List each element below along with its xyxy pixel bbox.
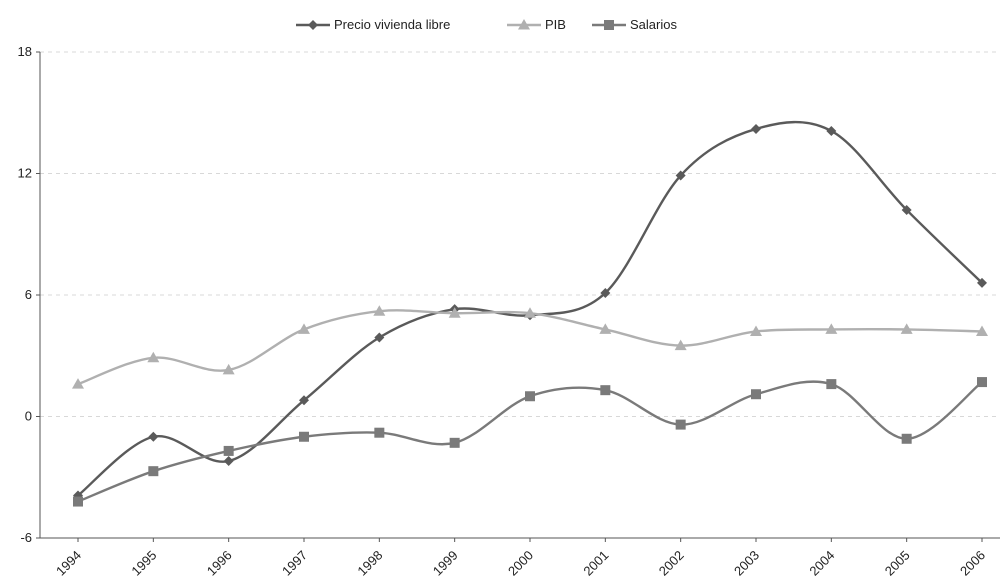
x-tick-label: 2001 [580, 548, 611, 579]
series-2-point [223, 445, 234, 456]
series-markers [72, 123, 988, 507]
x-tick-label: 2003 [731, 548, 762, 579]
x-tick-label: 2004 [806, 548, 837, 579]
x-tick-label: 1995 [128, 548, 159, 579]
series-2-point [73, 496, 83, 507]
x-tick-label: 2006 [957, 548, 988, 579]
series-2-point [751, 389, 761, 400]
series-1-point [599, 323, 612, 334]
legend-marker-2 [604, 20, 614, 30]
legend-marker-0 [308, 20, 318, 30]
series-0-point [148, 431, 159, 442]
series-2-point [374, 427, 385, 438]
series-line-1 [76, 309, 984, 386]
x-tick-label: 1994 [53, 548, 84, 579]
series-0-point [901, 204, 912, 215]
x-tick-label: 1997 [279, 548, 310, 579]
series-1-point [72, 378, 84, 389]
series-1-point [825, 323, 838, 334]
y-tick-label: 18 [18, 44, 32, 59]
series-1-point [976, 325, 988, 336]
x-tick-label: 1999 [430, 548, 461, 579]
series-1-point [222, 363, 235, 375]
y-tick-label: 0 [25, 409, 32, 424]
series-2-point [525, 391, 535, 402]
series-1-point [674, 339, 687, 351]
legend-marker-1 [518, 19, 530, 30]
series-1-point [900, 323, 913, 334]
series-0-point [675, 170, 686, 181]
series-0-point [299, 395, 309, 406]
series-0-point [751, 123, 761, 134]
series-2-point [449, 437, 460, 448]
legend-label-1: PIB [545, 17, 566, 32]
y-tick-label: 12 [18, 166, 32, 181]
series-0-point [223, 456, 234, 467]
series-2-point [148, 466, 159, 477]
series-2-point [600, 385, 611, 396]
series-0-point [600, 287, 611, 298]
axes [36, 51, 1000, 542]
series-0-point [374, 332, 385, 343]
series-0-point [977, 277, 987, 288]
series-0-point [826, 125, 837, 136]
x-tick-label: 2005 [882, 548, 913, 579]
legend: Precio vivienda libre PIB Salarios [296, 17, 677, 32]
series-2-point [977, 377, 987, 388]
x-tick-label: 1996 [204, 548, 235, 579]
series-1-point [373, 305, 386, 316]
series-2-point [299, 431, 309, 442]
x-tick-label: 2000 [505, 548, 536, 579]
series-1-point [750, 325, 762, 336]
legend-label-0: Precio vivienda libre [334, 17, 450, 32]
series-2-point [901, 433, 912, 444]
y-tick-label: -6 [20, 530, 32, 545]
x-tick-label: 2002 [656, 548, 687, 579]
series-1-point [298, 323, 310, 334]
y-tick-label: 6 [25, 287, 32, 302]
series-1-point [524, 307, 536, 318]
grid [40, 51, 1000, 417]
series-2-point [675, 419, 686, 430]
legend-label-2: Salarios [630, 17, 677, 32]
series-1-point [147, 351, 160, 363]
x-tick-label: 1998 [354, 548, 385, 579]
series-2-point [826, 379, 837, 390]
series-1-point [448, 307, 461, 318]
